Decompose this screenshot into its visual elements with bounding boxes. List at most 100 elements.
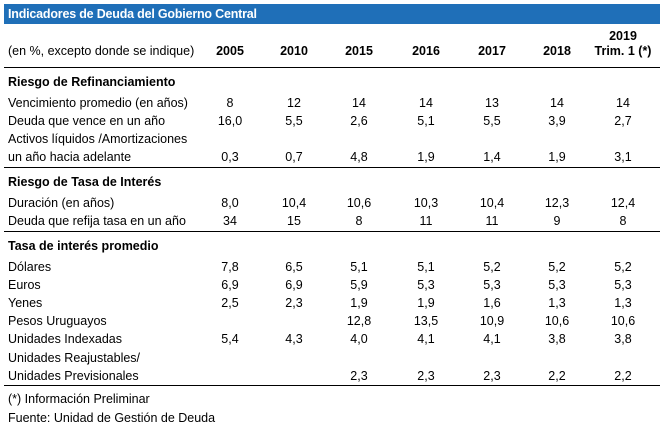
row-label: Euros bbox=[8, 278, 41, 292]
value-cell: 2,7 bbox=[614, 114, 632, 128]
value-cell: 3,8 bbox=[614, 332, 632, 346]
row-label-cont: un año hacia adelante bbox=[8, 150, 132, 164]
table-row: Unidades Reajustables/Unidades Prevision… bbox=[4, 350, 660, 384]
year-header: 2005 bbox=[216, 44, 244, 58]
row-label: Dólares bbox=[8, 260, 52, 274]
year-header: 2017 bbox=[478, 44, 506, 58]
value-cell: 1,6 bbox=[483, 296, 501, 310]
value-cell: 13 bbox=[485, 96, 499, 110]
value-cell: 10,6 bbox=[544, 314, 570, 328]
value-cell: 5,2 bbox=[483, 260, 501, 274]
value-cell: 15 bbox=[287, 214, 301, 228]
value-cell: 4,3 bbox=[285, 332, 303, 346]
value-cell: 2,3 bbox=[417, 369, 435, 383]
value-cell: 3,8 bbox=[548, 332, 566, 346]
divider bbox=[4, 385, 660, 386]
value-cell: 5,4 bbox=[221, 332, 239, 346]
value-cell: 13,5 bbox=[413, 314, 439, 328]
year-header-sub: Trim. 1 (*) bbox=[594, 44, 652, 58]
value-cell: 5,1 bbox=[350, 260, 368, 274]
row-label: Unidades Indexadas bbox=[8, 332, 122, 346]
value-cell: 12,4 bbox=[610, 196, 636, 210]
value-cell: 8 bbox=[619, 214, 627, 228]
value-cell: 10,3 bbox=[413, 196, 439, 210]
divider bbox=[4, 167, 660, 168]
divider bbox=[4, 67, 660, 68]
year-header: 2010 bbox=[280, 44, 308, 58]
source-note: Fuente: Unidad de Gestión de Deuda bbox=[8, 411, 216, 425]
value-cell: 1,4 bbox=[483, 150, 501, 164]
value-cell: 6,9 bbox=[285, 278, 303, 292]
table-row: Pesos Uruguayos 12,8 13,5 10,9 10,6 10,6 bbox=[4, 313, 660, 329]
table-title: Indicadores de Deuda del Gobierno Centra… bbox=[4, 4, 660, 24]
table-row: Yenes 2,5 2,3 1,9 1,9 1,6 1,3 1,3 bbox=[4, 295, 660, 311]
year-header: 2019 bbox=[609, 29, 637, 43]
column-header: (en %, excepto donde se indique) 2005 20… bbox=[4, 29, 660, 66]
value-cell: 16,0 bbox=[217, 114, 243, 128]
value-cell: 12,3 bbox=[544, 196, 570, 210]
value-cell: 2,5 bbox=[221, 296, 239, 310]
value-cell: 5,5 bbox=[483, 114, 501, 128]
value-cell: 1,9 bbox=[417, 296, 435, 310]
value-cell: 5,2 bbox=[548, 260, 566, 274]
value-cell: 4,1 bbox=[417, 332, 435, 346]
value-cell: 3,9 bbox=[548, 114, 566, 128]
value-cell: 14 bbox=[352, 96, 366, 110]
section-title-text: Riesgo de Tasa de Interés bbox=[8, 175, 162, 189]
value-cell: 6,9 bbox=[221, 278, 239, 292]
value-cell: 10,6 bbox=[346, 196, 372, 210]
row-label: Deuda que refija tasa en un año bbox=[8, 214, 186, 228]
row-label: Vencimiento promedio (en años) bbox=[8, 96, 188, 110]
table-row: Dólares 7,8 6,5 5,1 5,1 5,2 5,2 5,2 bbox=[4, 259, 660, 275]
row-label: Activos líquidos /Amortizaciones bbox=[8, 132, 188, 146]
value-cell: 8,0 bbox=[221, 196, 239, 210]
value-cell: 10,4 bbox=[479, 196, 505, 210]
table-row: Duración (en años) 8,0 10,4 10,6 10,3 10,4 12,… bbox=[4, 195, 660, 211]
table-row: Deuda que refija tasa en un año 34 15 8 11 11… bbox=[4, 213, 660, 229]
value-cell: 5,5 bbox=[285, 114, 303, 128]
value-cell: 2,3 bbox=[350, 369, 368, 383]
section-title-text: Riesgo de Refinanciamiento bbox=[8, 75, 176, 89]
value-cell: 5,2 bbox=[614, 260, 632, 274]
value-cell: 11 bbox=[419, 214, 433, 228]
value-cell: 3,1 bbox=[614, 150, 632, 164]
value-cell: 2,2 bbox=[548, 369, 566, 383]
value-cell: 2,3 bbox=[285, 296, 303, 310]
table-row: Unidades Indexadas 5,4 4,3 4,0 4,1 4,1 3,8 3,8 bbox=[4, 331, 660, 347]
value-cell: 4,8 bbox=[350, 150, 368, 164]
table-row: Vencimiento promedio (en años) 8 12 14 14 13 1… bbox=[4, 95, 660, 111]
value-cell: 14 bbox=[550, 96, 564, 110]
value-cell: 2,2 bbox=[614, 369, 632, 383]
row-label: Yenes bbox=[8, 296, 43, 310]
value-cell: 2,6 bbox=[350, 114, 368, 128]
section-title-text: Tasa de interés promedio bbox=[8, 239, 159, 253]
value-cell: 5,9 bbox=[350, 278, 368, 292]
value-cell: 11 bbox=[485, 214, 499, 228]
value-cell: 10,4 bbox=[281, 196, 307, 210]
section-title: Riesgo de Tasa de Interés bbox=[4, 174, 660, 190]
value-cell: 10,9 bbox=[479, 314, 505, 328]
value-cell: 8 bbox=[355, 214, 363, 228]
value-cell: 1,9 bbox=[548, 150, 566, 164]
value-cell: 1,3 bbox=[548, 296, 566, 310]
value-cell: 14 bbox=[419, 96, 433, 110]
value-cell: 34 bbox=[223, 214, 237, 228]
row-label: Duración (en años) bbox=[8, 196, 115, 210]
value-cell: 10,6 bbox=[610, 314, 636, 328]
table-row: Euros 6,9 6,9 5,9 5,3 5,3 5,3 5,3 bbox=[4, 277, 660, 293]
value-cell: 12 bbox=[287, 96, 301, 110]
value-cell: 4,1 bbox=[483, 332, 501, 346]
year-header: 2015 bbox=[345, 44, 373, 58]
value-cell: 5,3 bbox=[614, 278, 632, 292]
value-cell: 7,8 bbox=[221, 260, 239, 274]
value-cell: 5,1 bbox=[417, 260, 435, 274]
section-title: Riesgo de Refinanciamiento bbox=[4, 74, 660, 90]
row-label-cont: Unidades Previsionales bbox=[8, 369, 139, 383]
value-cell: 1,9 bbox=[350, 296, 368, 310]
table-row: Deuda que vence en un año 16,0 5,5 2,6 5,1 5,… bbox=[4, 113, 660, 129]
year-header: 2016 bbox=[412, 44, 440, 58]
value-cell: 5,1 bbox=[417, 114, 435, 128]
value-cell: 6,5 bbox=[285, 260, 303, 274]
value-cell: 14 bbox=[616, 96, 630, 110]
value-cell: 8 bbox=[226, 96, 234, 110]
